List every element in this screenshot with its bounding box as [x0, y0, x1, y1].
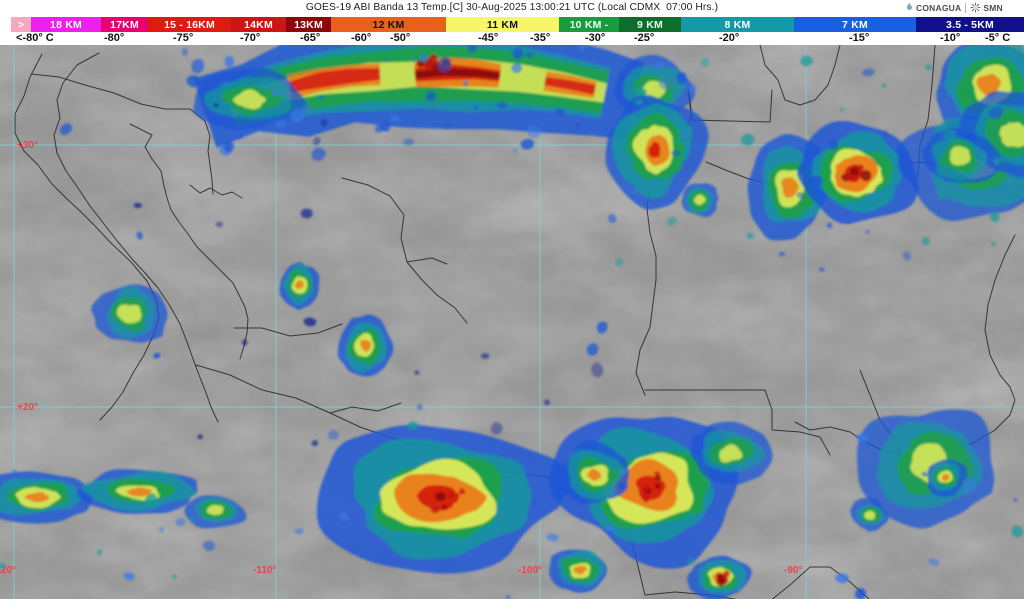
svg-text:+30°: +30°	[17, 140, 38, 151]
svg-text:+20°: +20°	[17, 402, 38, 413]
svg-text:-100°: -100°	[518, 565, 542, 576]
svg-text:-110°: -110°	[253, 565, 276, 576]
svg-text:-90°: -90°	[784, 565, 802, 576]
